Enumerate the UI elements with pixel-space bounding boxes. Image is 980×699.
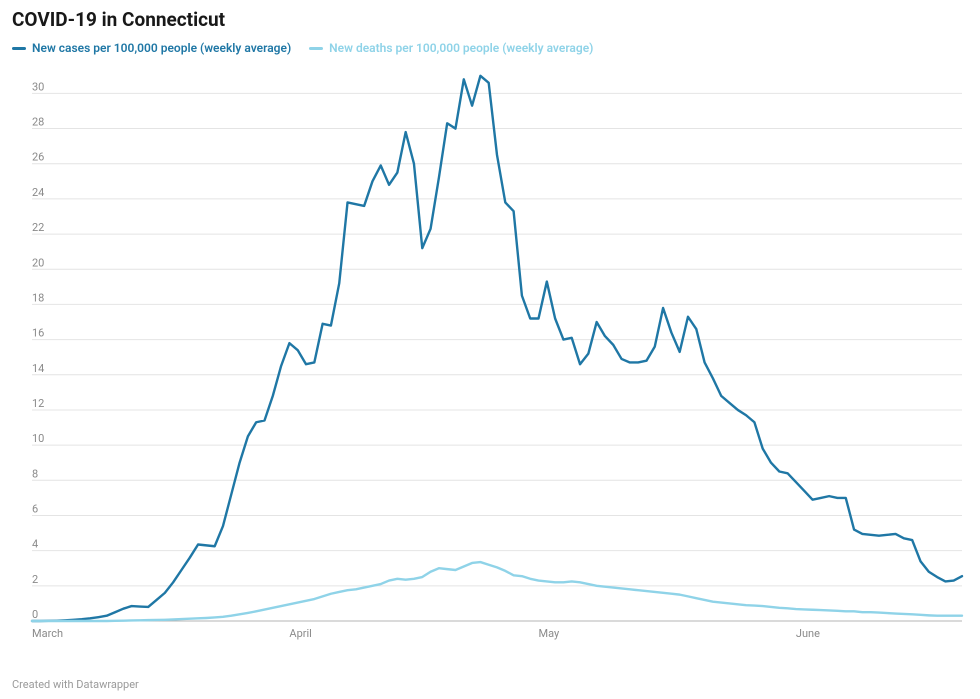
credit-text: Created with Datawrapper	[12, 678, 139, 691]
chart-area: 024681012141618202224262830MarchAprilMay…	[12, 61, 968, 661]
y-tick-label: 22	[32, 221, 44, 234]
y-tick-label: 30	[32, 80, 44, 93]
y-tick-label: 6	[32, 502, 38, 515]
x-tick-label: April	[289, 627, 311, 640]
chart-title: COVID-19 in Connecticut	[12, 8, 968, 31]
x-tick-label: May	[539, 627, 561, 640]
legend-label: New cases per 100,000 people (weekly ave…	[32, 41, 291, 55]
series-deaths	[32, 562, 962, 621]
y-tick-label: 18	[32, 291, 44, 304]
line-chart-svg: 024681012141618202224262830MarchAprilMay…	[12, 61, 968, 661]
y-tick-label: 14	[32, 362, 44, 375]
y-tick-label: 8	[32, 467, 38, 480]
x-tick-label: March	[32, 627, 63, 640]
legend-label: New deaths per 100,000 people (weekly av…	[329, 41, 593, 55]
y-tick-label: 12	[32, 397, 44, 410]
y-tick-label: 0	[32, 608, 38, 621]
y-tick-label: 4	[32, 538, 38, 551]
legend-swatch	[12, 47, 26, 50]
y-tick-label: 28	[32, 116, 44, 129]
legend-swatch	[309, 47, 323, 50]
y-tick-label: 26	[32, 151, 44, 164]
x-tick-label: June	[796, 627, 820, 640]
y-tick-label: 20	[32, 256, 44, 269]
legend: New cases per 100,000 people (weekly ave…	[12, 41, 968, 55]
series-cases	[32, 76, 962, 621]
y-tick-label: 10	[32, 432, 44, 445]
legend-item-1: New deaths per 100,000 people (weekly av…	[309, 41, 593, 55]
legend-item-0: New cases per 100,000 people (weekly ave…	[12, 41, 291, 55]
y-tick-label: 24	[32, 186, 44, 199]
y-tick-label: 2	[32, 573, 38, 586]
y-tick-label: 16	[32, 327, 44, 340]
